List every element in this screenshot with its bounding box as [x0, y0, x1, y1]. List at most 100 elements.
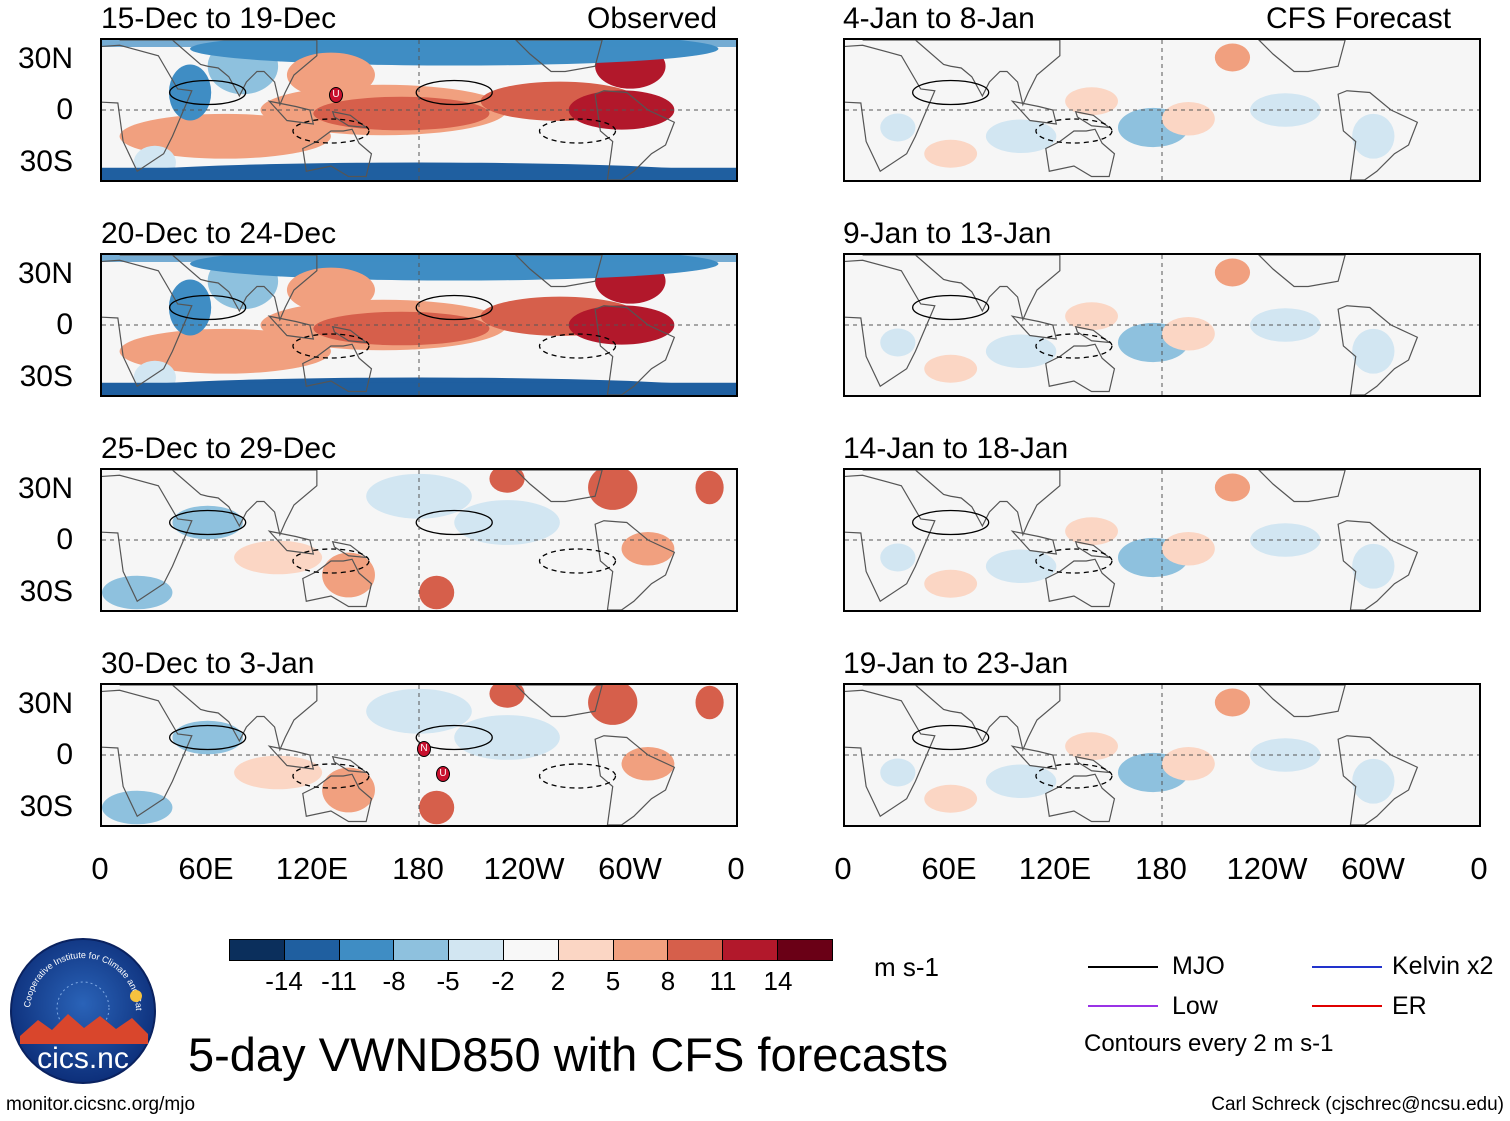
continent-outline	[1045, 773, 1116, 823]
continent-outline	[1337, 735, 1419, 825]
mjo-contour	[415, 724, 493, 751]
colorbar-swatch	[338, 939, 395, 961]
southern-band	[102, 167, 736, 180]
colorbar-swatch	[448, 939, 504, 961]
wind-anomaly-blob	[1214, 688, 1251, 717]
continent-outline	[1074, 755, 1112, 774]
wind-anomaly-blob	[1162, 101, 1215, 136]
map-field	[102, 685, 736, 825]
wind-anomaly-blob	[621, 746, 675, 781]
colorbar-swatch	[503, 939, 559, 961]
map-panel-observed-3	[100, 468, 738, 612]
legend-label-kelvin: Kelvin x2	[1392, 952, 1494, 980]
southern-band	[102, 382, 736, 395]
mjo-contour	[912, 294, 990, 321]
continent-outline	[1010, 745, 1058, 770]
map-panel-forecast-2	[843, 253, 1481, 397]
wind-anomaly-blob	[172, 720, 243, 755]
wind-anomaly-blob	[1214, 473, 1251, 502]
mjo-contour	[1035, 763, 1113, 789]
continent-outline	[862, 255, 1061, 322]
map-panel-observed-2	[100, 253, 738, 397]
continent-outline	[862, 470, 1061, 537]
continent-outline	[845, 44, 936, 173]
wind-anomaly-blob	[454, 715, 560, 760]
mjo-contour	[415, 79, 493, 106]
continent-outline	[1010, 530, 1058, 555]
colorbar-label: -8	[382, 966, 406, 996]
colorbar-swatch	[777, 939, 833, 961]
lat-label-30s: 30S	[19, 575, 73, 608]
mjo-contour	[1035, 333, 1113, 359]
mjo-contour	[415, 294, 493, 321]
source-url[interactable]: monitor.cicsnc.org/mjo	[6, 1094, 196, 1115]
colorbar-swatch	[557, 939, 614, 961]
lon-label: 120E	[275, 851, 349, 886]
wind-anomaly-blob	[695, 685, 724, 720]
colorbar-label: -2	[491, 966, 515, 996]
wind-anomaly-blob	[1214, 43, 1251, 72]
lon-label: 180	[392, 851, 444, 886]
lat-label-eq: 0	[56, 523, 73, 556]
panel-title: 14-Jan to 18-Jan	[843, 432, 1069, 465]
wind-anomaly-blob	[985, 119, 1057, 154]
panel-title: 19-Jan to 23-Jan	[843, 647, 1069, 680]
colorbar-swatch	[667, 939, 724, 961]
continent-outline	[267, 530, 315, 555]
colorbar-swatch	[612, 939, 669, 961]
mjo-contour	[292, 548, 370, 574]
panel-title: 9-Jan to 13-Jan	[843, 217, 1052, 250]
wind-anomaly-blob	[568, 90, 675, 130]
continent-outline	[1074, 540, 1112, 559]
wind-anomaly-blob	[234, 755, 323, 790]
colorbar-label: 2	[550, 966, 566, 996]
lon-label: 180	[1135, 851, 1187, 886]
continent-outline	[331, 755, 369, 774]
continent-outline	[331, 110, 369, 129]
mjo-contour	[169, 509, 247, 536]
continent-outline	[331, 325, 369, 344]
wind-anomaly-blob	[313, 96, 490, 131]
storm-marker: U	[436, 766, 450, 782]
continent-outline	[302, 773, 373, 823]
mjo-contour	[292, 333, 370, 359]
wind-anomaly-blob	[419, 790, 455, 825]
lat-label-30n: 30N	[17, 687, 73, 720]
wind-anomaly-blob	[168, 279, 212, 336]
mjo-contour	[1035, 118, 1113, 144]
lat-label-eq: 0	[56, 308, 73, 341]
contour-note: Contours every 2 m s-1	[1084, 1030, 1334, 1057]
lon-label: 60W	[1341, 851, 1405, 886]
map-panel-forecast-4	[843, 683, 1481, 827]
continent-outline	[1258, 40, 1346, 73]
storm-marker: N	[417, 741, 431, 757]
wind-anomaly-blob	[119, 113, 331, 159]
wind-anomaly-blob	[1065, 302, 1118, 331]
wind-anomaly-blob	[1162, 746, 1215, 781]
observed-label: Observed	[587, 2, 718, 35]
wind-anomaly-blob	[322, 767, 375, 813]
panel-title: 4-Jan to 8-Jan	[843, 2, 1035, 35]
continent-outline	[845, 474, 936, 603]
continent-outline	[267, 745, 315, 770]
panel-title: 15-Dec to 19-Dec	[101, 2, 337, 35]
mjo-contour	[169, 724, 247, 751]
continent-outline	[1045, 558, 1116, 608]
wind-anomaly-blob	[172, 505, 243, 540]
continent-outline	[1258, 255, 1346, 288]
wind-anomaly-blob	[621, 531, 675, 566]
map-field	[102, 255, 736, 395]
mjo-contour	[292, 118, 370, 144]
continent-outline	[515, 685, 603, 718]
wind-anomaly-blob	[454, 500, 560, 545]
continent-outline	[594, 520, 676, 610]
storm-marker: U	[329, 87, 343, 103]
wind-anomaly-blob	[489, 685, 525, 708]
map-field	[102, 40, 736, 180]
wind-anomaly-blob	[588, 685, 638, 725]
continent-outline	[119, 470, 318, 537]
continent-outline	[515, 470, 603, 503]
colorbar-label: 8	[660, 966, 676, 996]
wind-anomaly-blob	[924, 569, 978, 598]
colorbar-swatch	[229, 939, 285, 961]
